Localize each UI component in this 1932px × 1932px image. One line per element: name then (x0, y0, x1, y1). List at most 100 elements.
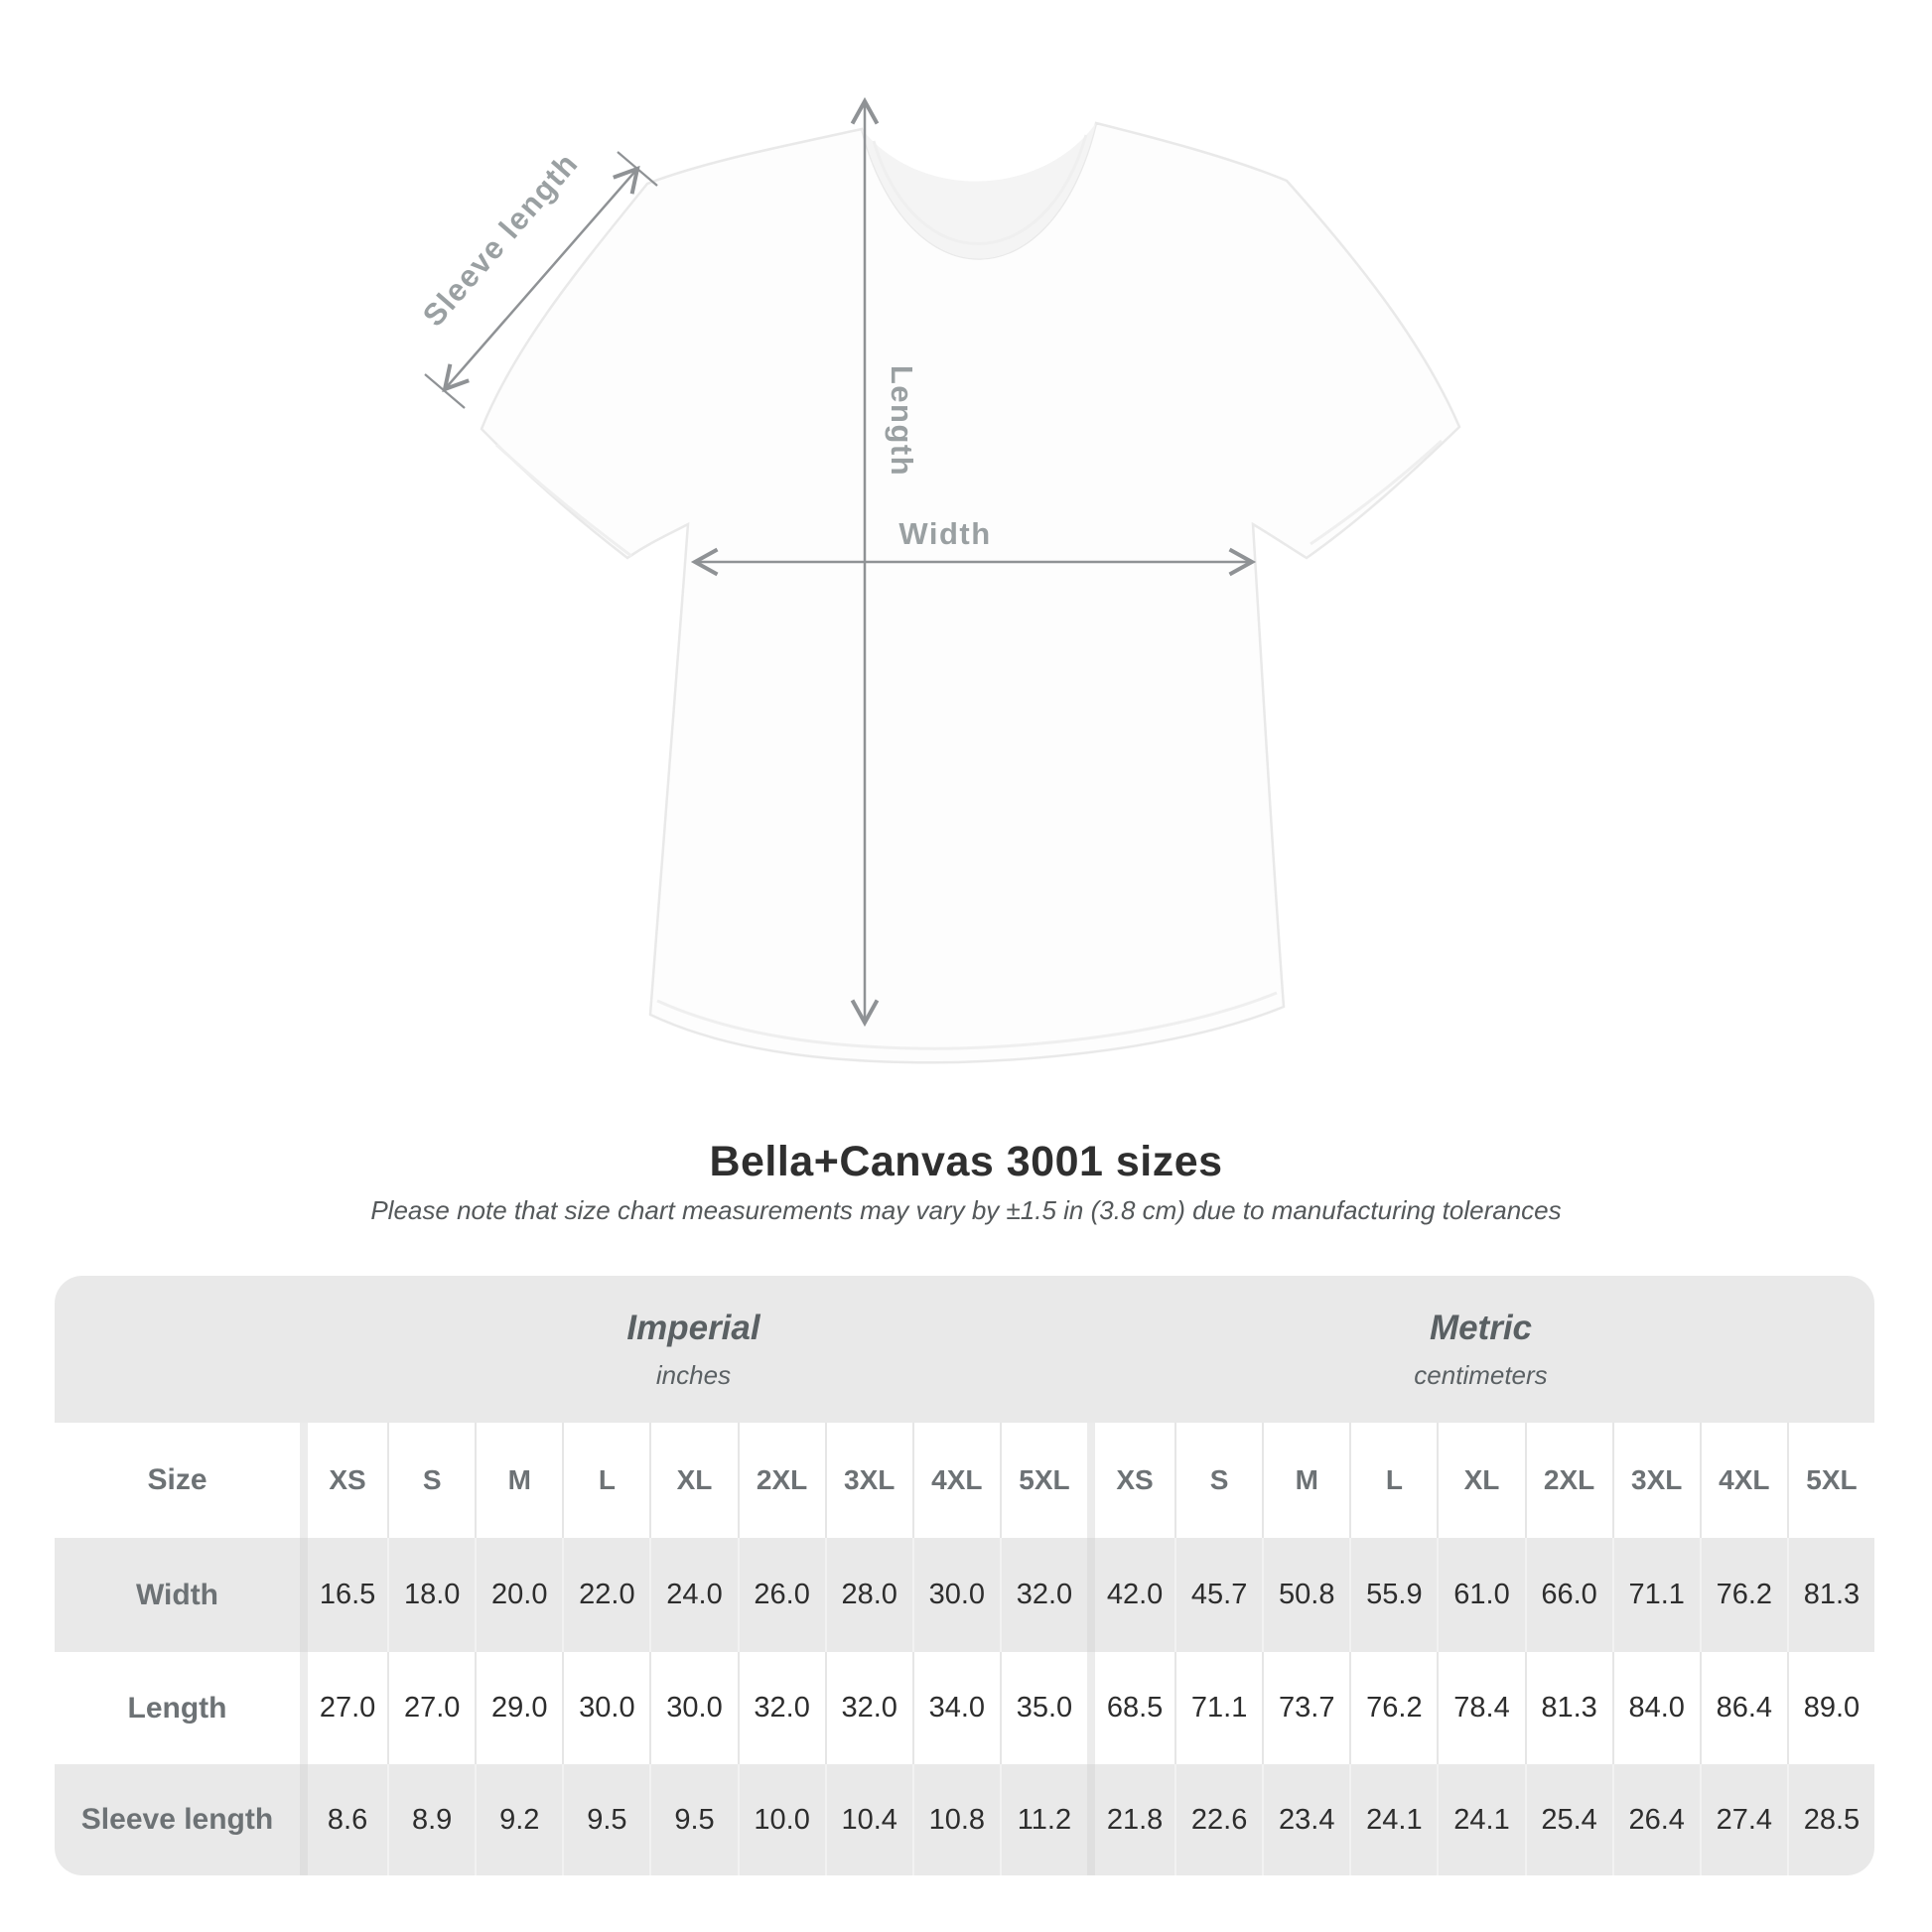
value-cell: 10.4 (824, 1764, 912, 1875)
value-cell: 8.9 (387, 1764, 476, 1875)
value-cell: 24.0 (649, 1538, 738, 1652)
size-column-header: Size (55, 1423, 300, 1538)
value-cell: 16.5 (300, 1538, 388, 1652)
value-cell: 30.0 (911, 1538, 1000, 1652)
tshirt-neck-opening (862, 123, 1096, 259)
value-cell: 68.5 (1086, 1652, 1175, 1764)
width-label: Width (898, 516, 991, 551)
value-cell: 22.0 (562, 1538, 650, 1652)
sleeve-length-arrow (442, 165, 640, 393)
size-col-header: XL (649, 1423, 738, 1538)
value-cell: 20.0 (475, 1538, 563, 1652)
value-cell: 28.5 (1786, 1764, 1874, 1875)
value-cell: 61.0 (1437, 1538, 1525, 1652)
size-col-header: XS (300, 1423, 388, 1538)
tolerance-note: Please note that size chart measurements… (370, 1195, 1562, 1225)
size-col-header: 4XL (911, 1423, 1000, 1538)
value-cell: 22.6 (1174, 1764, 1263, 1875)
value-cell: 27.0 (300, 1652, 388, 1764)
width-dimension: Width (690, 516, 1257, 577)
value-cell: 89.0 (1786, 1652, 1874, 1764)
metric-group-header: Metric centimeters (1086, 1276, 1874, 1423)
value-cell: 28.0 (824, 1538, 912, 1652)
size-col-header: S (387, 1423, 476, 1538)
value-cell: 78.4 (1437, 1652, 1525, 1764)
size-table-grid: Imperial inches Metric centimeters Size … (55, 1276, 1874, 1875)
tshirt-left-cuff-seam (494, 443, 632, 558)
value-cell: 84.0 (1611, 1652, 1700, 1764)
tshirt-hem-seam (656, 991, 1278, 1050)
value-cell: 24.1 (1437, 1764, 1525, 1875)
sleeve-length-start-tick (424, 373, 466, 409)
tshirt-right-cuff-seam (1310, 439, 1444, 546)
value-cell: 11.2 (999, 1764, 1087, 1875)
size-col-header: M (1262, 1423, 1350, 1538)
value-cell: 55.9 (1349, 1538, 1438, 1652)
value-cell: 66.0 (1524, 1538, 1612, 1652)
tshirt-illustration (480, 121, 1461, 1064)
imperial-group-unit: inches (655, 1359, 732, 1390)
length-label: Length (885, 365, 919, 477)
value-cell: 71.1 (1174, 1652, 1263, 1764)
value-cell: 81.3 (1786, 1538, 1874, 1652)
value-cell: 32.0 (737, 1652, 825, 1764)
sleeve-length-row: Sleeve length 8.6 8.9 9.2 9.5 9.5 10.0 1… (55, 1764, 1874, 1875)
metric-group-label: Metric (1429, 1308, 1533, 1347)
width-row: Width 16.5 18.0 20.0 22.0 24.0 26.0 28.0… (55, 1538, 1874, 1652)
size-col-header: M (475, 1423, 563, 1538)
tshirt-measurement-diagram: Sleeve length Length Width (416, 96, 1461, 1064)
value-cell: 10.8 (911, 1764, 1000, 1875)
value-cell: 35.0 (999, 1652, 1087, 1764)
imperial-group-header: Imperial inches (300, 1276, 1087, 1423)
imperial-group-label: Imperial (626, 1308, 760, 1347)
value-cell: 42.0 (1086, 1538, 1175, 1652)
row-label-width: Width (55, 1538, 300, 1652)
value-cell: 18.0 (387, 1538, 476, 1652)
size-col-header: 5XL (1786, 1423, 1874, 1538)
value-cell: 21.8 (1086, 1764, 1175, 1875)
value-cell: 76.2 (1699, 1538, 1787, 1652)
value-cell: 8.6 (300, 1764, 388, 1875)
size-col-header: 3XL (1611, 1423, 1700, 1538)
value-cell: 10.0 (737, 1764, 825, 1875)
band-corner-cell (55, 1276, 300, 1423)
value-cell: 30.0 (649, 1652, 738, 1764)
size-col-header: 5XL (999, 1423, 1087, 1538)
value-cell: 76.2 (1349, 1652, 1438, 1764)
size-col-header: 3XL (824, 1423, 912, 1538)
size-col-header: L (1349, 1423, 1438, 1538)
value-cell: 86.4 (1699, 1652, 1787, 1764)
value-cell: 45.7 (1174, 1538, 1263, 1652)
size-col-header: L (562, 1423, 650, 1538)
value-cell: 24.1 (1349, 1764, 1438, 1875)
size-col-header: S (1174, 1423, 1263, 1538)
value-cell: 9.2 (475, 1764, 563, 1875)
value-cell: 9.5 (649, 1764, 738, 1875)
size-table: Imperial inches Metric centimeters Size … (55, 1276, 1874, 1875)
value-cell: 30.0 (562, 1652, 650, 1764)
row-label-length: Length (55, 1652, 300, 1764)
tshirt-collar-ribbing (872, 134, 1088, 245)
value-cell: 26.0 (737, 1538, 825, 1652)
value-cell: 81.3 (1524, 1652, 1612, 1764)
length-row: Length 27.0 27.0 29.0 30.0 30.0 32.0 32.… (55, 1652, 1874, 1764)
value-cell: 34.0 (911, 1652, 1000, 1764)
value-cell: 27.4 (1699, 1764, 1787, 1875)
value-cell: 32.0 (824, 1652, 912, 1764)
row-label-sleeve-length: Sleeve length (55, 1764, 300, 1875)
value-cell: 32.0 (999, 1538, 1087, 1652)
value-cell: 29.0 (475, 1652, 563, 1764)
size-col-header: XL (1437, 1423, 1525, 1538)
unit-group-header-row: Imperial inches Metric centimeters (55, 1276, 1874, 1423)
page-title: Bella+Canvas 3001 sizes (709, 1138, 1223, 1185)
metric-group-unit: centimeters (1414, 1359, 1548, 1390)
tshirt-body-outline (480, 121, 1461, 1064)
value-cell: 23.4 (1262, 1764, 1350, 1875)
size-col-header: XS (1086, 1423, 1175, 1538)
value-cell: 71.1 (1611, 1538, 1700, 1652)
value-cell: 25.4 (1524, 1764, 1612, 1875)
size-col-header: 2XL (737, 1423, 825, 1538)
value-cell: 26.4 (1611, 1764, 1700, 1875)
size-col-header: 2XL (1524, 1423, 1612, 1538)
